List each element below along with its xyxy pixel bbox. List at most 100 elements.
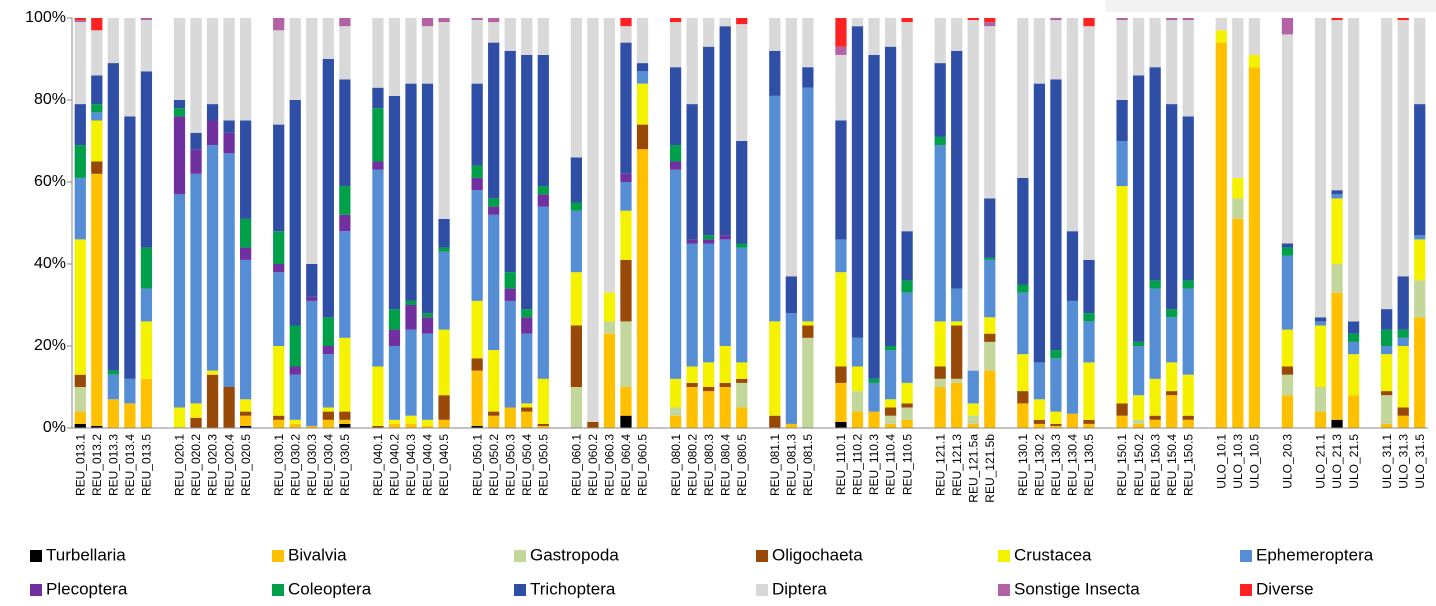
bar-segment	[686, 104, 698, 240]
bar-segment	[868, 378, 880, 383]
bar-segment	[405, 415, 417, 424]
bar-segment	[240, 425, 252, 428]
legend-label: Diverse	[1256, 579, 1314, 598]
bar-segment	[421, 317, 434, 334]
bar-segment	[769, 50, 781, 96]
bar-segment	[438, 22, 450, 219]
bar-segment	[421, 419, 434, 426]
bar-segment	[1182, 288, 1194, 375]
bar-segment	[1381, 329, 1393, 346]
bar-segment	[471, 370, 483, 426]
bar-segment	[273, 30, 285, 125]
bar-segment	[967, 423, 979, 428]
bar-segment	[785, 18, 797, 277]
bar-segment	[537, 378, 549, 424]
bar-segment	[1397, 346, 1409, 408]
bar-segment	[703, 243, 715, 363]
bar-segment	[736, 18, 748, 25]
bar-segment	[1381, 18, 1393, 310]
bar-segment	[306, 18, 318, 264]
bar-segment	[736, 378, 748, 383]
x-tick-label: REU_130.1	[1016, 434, 1030, 496]
bar-segment	[868, 18, 880, 55]
bar-segment	[1083, 423, 1095, 428]
bar-segment	[173, 100, 186, 109]
x-tick-label: REU_130.2	[1033, 434, 1047, 496]
bar-segment	[1314, 387, 1327, 412]
bar-segment	[984, 26, 996, 199]
x-tick-label: REU_080.2	[685, 434, 699, 496]
bar-segment	[967, 18, 979, 21]
bar-segment	[306, 296, 318, 301]
bar-segment	[719, 382, 731, 387]
bar-segment	[851, 411, 864, 428]
bar-segment	[620, 173, 632, 182]
bar-segment	[884, 350, 897, 400]
bar-segment	[471, 177, 483, 191]
x-tick-label: REU_110.4	[884, 434, 898, 495]
bar-segment	[1116, 20, 1128, 100]
legend-swatch	[756, 550, 768, 562]
bar-segment	[1414, 239, 1426, 281]
x-tick-label: REU_121.3	[950, 434, 964, 496]
x-tick-label: REU_150.2	[1132, 434, 1146, 496]
x-tick-label: REU_060.4	[619, 434, 633, 496]
bar-segment	[603, 333, 616, 428]
bar-segment	[736, 407, 748, 428]
bar-segment	[769, 95, 781, 322]
bar-segment	[421, 425, 434, 428]
x-tick-label: REU_130.4	[1066, 434, 1080, 496]
bar-segment	[1050, 411, 1062, 424]
bar-segment	[173, 108, 186, 117]
bar-segment	[1033, 18, 1046, 84]
bar-segment	[1050, 358, 1062, 412]
bar-segment	[140, 321, 153, 379]
bar-segment	[107, 18, 119, 64]
bar-segment	[984, 198, 996, 258]
bar-segment	[785, 423, 797, 428]
bar-segment	[521, 403, 533, 408]
bar-segment	[1017, 391, 1029, 404]
bar-segment	[1149, 18, 1161, 68]
bar-segment	[1281, 395, 1294, 428]
x-tick-label: REU_060.2	[586, 434, 600, 496]
legend-swatch	[272, 584, 284, 596]
bar-segment	[537, 194, 549, 207]
x-tick-label: REU_121.1	[933, 434, 947, 496]
bar-segment	[1116, 415, 1128, 428]
bar-segment	[1166, 20, 1178, 105]
bar-segment	[736, 247, 748, 363]
bar-segment	[636, 63, 649, 72]
bar-segment	[802, 87, 814, 322]
bar-segment	[504, 288, 516, 301]
bar-segment	[1347, 18, 1360, 322]
bar-segment	[173, 116, 186, 195]
x-tick-label: ULO_31.5	[1413, 434, 1427, 489]
bar-segment	[934, 321, 946, 367]
x-tick-label: REU_080.1	[669, 434, 683, 496]
bar-segment	[91, 112, 103, 121]
bar-segment	[884, 407, 897, 416]
bar-segment	[1066, 413, 1079, 428]
bar-segment	[240, 247, 252, 260]
bar-segment	[1116, 403, 1128, 416]
bar-segment	[322, 346, 334, 355]
bar-segment	[1033, 423, 1046, 428]
x-tick-label: REU_110.2	[851, 434, 865, 495]
y-tick-label: 60%	[34, 173, 66, 190]
bar-segment	[901, 231, 913, 281]
bar-segment	[703, 18, 715, 47]
bar-segment	[620, 259, 632, 322]
bar-segment	[471, 358, 483, 371]
bar-segment	[669, 415, 682, 428]
bar-segment	[884, 423, 897, 428]
x-tick-label: ULO_10.1	[1214, 434, 1228, 489]
bar-segment	[405, 305, 417, 330]
bar-segment	[405, 423, 417, 428]
bar-segment	[868, 411, 880, 428]
bar-segment	[372, 425, 384, 428]
bar-segment	[91, 30, 103, 76]
bar-segment	[835, 46, 847, 55]
bar-segment	[91, 120, 103, 162]
bar-segment	[1215, 42, 1227, 428]
